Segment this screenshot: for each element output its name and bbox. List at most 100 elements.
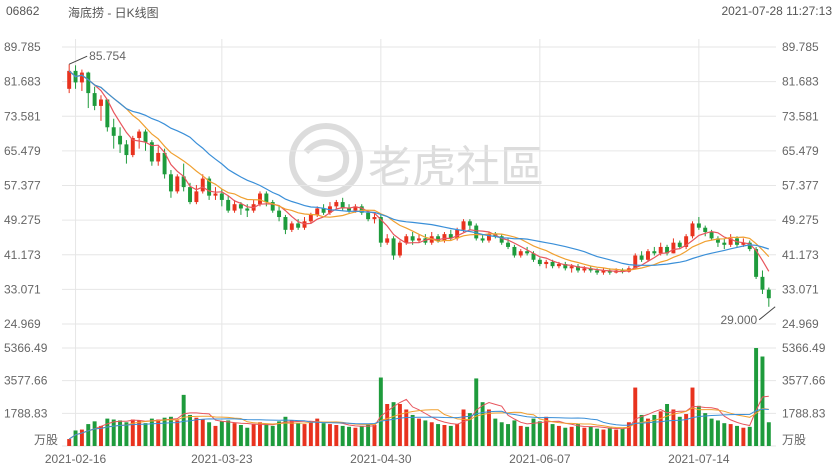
candle-body	[563, 264, 568, 269]
volume-bar	[143, 423, 148, 446]
price-tick-label: 73.581	[4, 109, 41, 123]
candle-body	[302, 221, 307, 228]
volume-bar	[207, 422, 212, 446]
candle-body	[194, 191, 199, 203]
volume-bar	[544, 416, 549, 446]
candle-body	[633, 255, 638, 269]
price-tick-label: 41.173	[4, 248, 41, 262]
volume-bar	[232, 423, 237, 446]
candle-body	[658, 246, 663, 254]
candle-body	[67, 70, 72, 89]
volume-bar	[270, 425, 275, 446]
candle-body	[639, 255, 644, 260]
candle-body	[86, 72, 91, 94]
stock-code: 06862	[6, 4, 40, 18]
date-tick-label: 2021-06-07	[509, 452, 571, 466]
candle-body	[105, 99, 110, 128]
candle-body	[410, 236, 415, 241]
candle-body	[754, 249, 759, 277]
watermark-logo	[289, 123, 363, 197]
candle-body	[766, 289, 771, 299]
volume-bar	[404, 409, 409, 446]
volume-unit-label: 万股	[782, 433, 806, 447]
candle-body	[696, 223, 701, 228]
candle-body	[270, 202, 275, 211]
candle-body	[156, 152, 161, 162]
candle-body	[258, 193, 262, 205]
candle-body	[588, 268, 593, 271]
volume-bar	[366, 424, 371, 446]
candle-body	[506, 242, 511, 247]
price-tick-label: 65.479	[782, 144, 819, 158]
candle-body	[238, 204, 243, 209]
volume-bar	[353, 427, 358, 446]
candle-body	[168, 174, 173, 192]
volume-ma-line	[68, 395, 769, 440]
volume-bar	[67, 439, 72, 446]
candle-body	[283, 217, 288, 230]
volume-bar	[722, 423, 727, 446]
volume-bar	[238, 424, 243, 446]
candle-body	[219, 193, 224, 200]
candle-body	[397, 242, 402, 256]
volume-bar	[754, 348, 759, 446]
date-tick-label: 2021-07-14	[668, 452, 730, 466]
volume-tick-label: 3577.66	[4, 374, 48, 388]
volume-bar	[760, 356, 765, 446]
volume-bar	[162, 417, 167, 446]
candle-body	[512, 246, 517, 256]
volume-bar	[296, 423, 301, 446]
volume-bar	[194, 417, 199, 446]
price-tick-label: 49.275	[782, 213, 819, 227]
volume-bar	[531, 418, 536, 446]
candle-body	[467, 221, 472, 226]
volume-bar	[703, 413, 708, 446]
candle-body	[442, 234, 447, 241]
ma-line	[68, 70, 770, 273]
candle-body	[92, 93, 97, 106]
candle-body	[544, 261, 549, 265]
volume-bar	[493, 418, 498, 446]
candle-body	[499, 236, 504, 243]
volume-tick-label: 3577.66	[782, 374, 826, 388]
candle-body	[118, 135, 123, 145]
volume-bar	[741, 427, 746, 446]
volume-bar	[372, 424, 377, 446]
volume-bar	[652, 414, 657, 446]
candle-body	[404, 236, 409, 243]
volume-tick-label: 1788.83	[4, 406, 48, 420]
volume-bar	[283, 416, 288, 446]
candle-body	[366, 212, 371, 220]
candle-body	[556, 264, 561, 267]
candle-body	[646, 251, 650, 260]
volume-bar	[576, 424, 580, 446]
date-tick-label: 2021-02-16	[45, 452, 107, 466]
annotation-leader	[68, 55, 88, 65]
candle-body	[569, 266, 574, 269]
volume-bar	[766, 422, 771, 446]
candle-body	[690, 223, 695, 237]
volume-bar	[690, 387, 695, 446]
volume-bar	[378, 377, 383, 446]
volume-bar	[79, 429, 84, 446]
candle-body	[474, 225, 479, 239]
volume-bar	[417, 418, 421, 446]
annotation-label: 85.754	[89, 49, 126, 63]
price-tick-label: 89.785	[4, 40, 41, 54]
price-annotations: 85.754 29.000	[68, 49, 776, 327]
volume-bar	[219, 421, 224, 446]
volume-bar	[130, 419, 135, 446]
price-tick-label: 81.683	[4, 75, 41, 89]
volume-bar	[118, 420, 123, 446]
volume-bar	[563, 427, 568, 446]
candle-body	[455, 229, 460, 239]
price-tick-label: 65.479	[4, 144, 41, 158]
volume-bar	[92, 421, 97, 446]
volume-bar	[334, 424, 339, 446]
candle-body	[175, 176, 180, 192]
ma-line	[68, 70, 769, 266]
grid-lines	[62, 39, 776, 447]
candle-body	[111, 127, 116, 136]
volume-bar	[448, 425, 453, 446]
